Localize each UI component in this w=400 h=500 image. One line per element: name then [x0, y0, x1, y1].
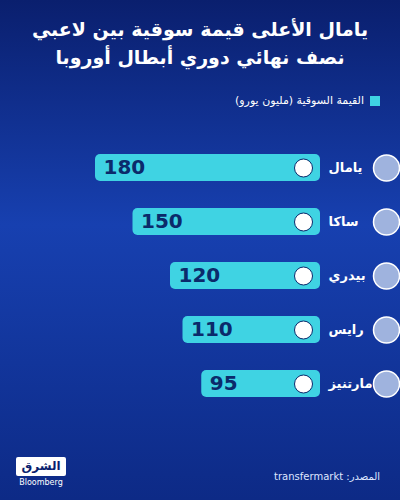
svg-text:180: 180 [104, 155, 146, 179]
svg-text:95: 95 [210, 371, 238, 395]
svg-text:110: 110 [191, 317, 233, 341]
svg-text:ساكا: ساكا [329, 214, 359, 229]
svg-text:يامال: يامال [329, 160, 363, 175]
html-text:يامال الأعلى قيمة سوقية بين لا: يامال الأعلى قيمة سوقية بين لاعبي نصف نه… [31, 18, 369, 68]
svg-text:مارتنيز: مارتنيز [328, 376, 373, 391]
svg-text:رايس: رايس [329, 322, 364, 337]
html-text:المصدر: transfermarkt: المصدر: transfermarkt [274, 471, 380, 482]
html-text:القيمة السوقية (مليون يورو): القيمة السوقية (مليون يورو) [235, 94, 364, 107]
svg-text:150: 150 [141, 209, 183, 233]
html-text:Bloomberg: Bloomberg [19, 478, 63, 488]
html-text:الشرق: الشرق [21, 459, 61, 473]
svg-text:بيدري: بيدري [329, 268, 366, 283]
svg-text:120: 120 [179, 263, 221, 287]
